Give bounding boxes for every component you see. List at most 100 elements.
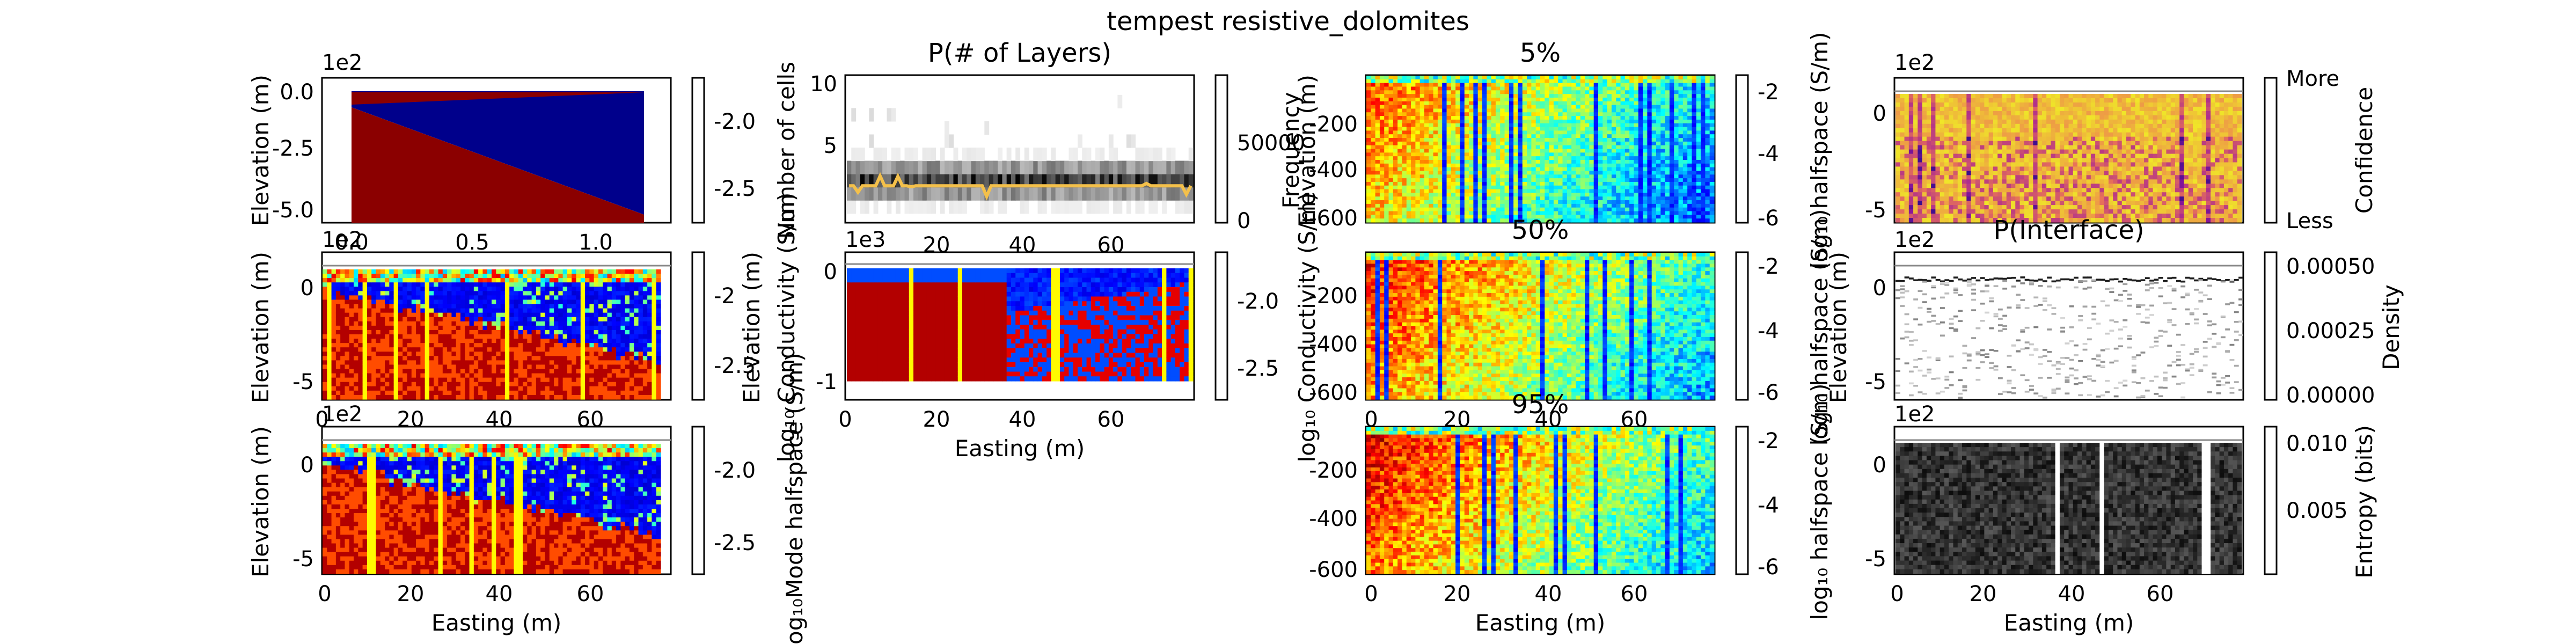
heatmap-cell bbox=[1558, 163, 1563, 168]
heatmap-cell bbox=[1935, 132, 1941, 137]
heatmap-cell bbox=[2055, 123, 2060, 129]
heatmap-cell bbox=[2051, 171, 2056, 175]
heatmap-cell bbox=[1406, 185, 1411, 190]
heatmap-cell bbox=[1660, 101, 1666, 106]
heatmap-cell bbox=[2011, 175, 2016, 180]
ytick-label: -5.0 bbox=[272, 198, 314, 223]
heatmap-cell bbox=[2059, 192, 2065, 197]
heatmap-cell bbox=[1393, 97, 1398, 102]
heatmap-cell bbox=[1647, 149, 1652, 153]
heatmap-cell bbox=[2015, 145, 2021, 150]
heatmap-cell bbox=[1393, 138, 1398, 142]
heatmap-cell bbox=[1926, 209, 1931, 214]
heatmap-cell bbox=[1598, 203, 1603, 208]
heatmap-cell bbox=[1491, 134, 1496, 138]
xtick-label: 20 bbox=[923, 233, 950, 258]
heatmap-cell bbox=[1482, 200, 1487, 204]
heatmap-cell bbox=[2086, 162, 2091, 167]
heatmap-cell bbox=[1935, 98, 1941, 103]
heatmap-cell bbox=[1500, 138, 1505, 142]
heatmap-cell bbox=[1674, 116, 1679, 120]
heatmap-cell bbox=[1957, 162, 1963, 167]
heatmap-cell bbox=[1375, 203, 1380, 208]
heatmap-cell bbox=[1513, 130, 1519, 135]
heatmap-cell bbox=[1660, 218, 1666, 223]
heatmap-cell bbox=[1971, 98, 1976, 103]
heatmap-cell bbox=[1593, 134, 1599, 138]
heatmap-cell bbox=[1153, 200, 1158, 214]
heatmap-cell bbox=[1033, 160, 1038, 174]
heatmap-cell bbox=[1705, 181, 1710, 186]
heatmap-cell bbox=[2011, 209, 2016, 214]
heatmap-cell bbox=[1540, 83, 1545, 87]
heatmap-cell bbox=[1482, 105, 1487, 109]
heatmap-cell bbox=[1624, 86, 1630, 91]
heatmap-cell bbox=[1602, 134, 1608, 138]
heatmap-cell bbox=[2086, 196, 2091, 201]
heatmap-cell bbox=[1549, 174, 1554, 179]
heatmap-cell bbox=[1384, 174, 1389, 179]
heatmap-cell bbox=[1553, 116, 1558, 120]
heatmap-cell bbox=[1429, 189, 1434, 193]
heatmap-cell bbox=[2046, 175, 2052, 180]
heatmap-cell bbox=[1455, 127, 1461, 131]
heatmap-cell bbox=[2041, 205, 2047, 210]
heatmap-cell bbox=[1620, 152, 1626, 157]
heatmap-cell bbox=[1406, 152, 1411, 157]
heatmap-cell bbox=[1371, 112, 1376, 116]
heatmap-cell bbox=[1602, 116, 1608, 120]
heatmap-cell bbox=[1598, 185, 1603, 190]
heatmap-cell bbox=[2002, 166, 2007, 171]
heatmap-cell bbox=[2002, 98, 2007, 103]
heatmap-cell bbox=[1957, 188, 1963, 193]
heatmap-cell bbox=[1993, 209, 1998, 214]
heatmap-cell bbox=[1540, 141, 1545, 146]
heatmap-cell bbox=[1988, 145, 1994, 150]
heatmap-cell bbox=[1464, 97, 1469, 102]
heatmap-cell bbox=[1531, 189, 1536, 193]
heatmap-cell bbox=[1944, 192, 1949, 197]
heatmap-cell bbox=[2064, 184, 2069, 188]
heatmap-cell bbox=[1997, 98, 2003, 103]
heatmap-cell bbox=[1966, 214, 1972, 218]
heatmap-cell bbox=[2055, 141, 2060, 146]
heatmap-cell bbox=[1580, 167, 1585, 172]
heatmap-cell bbox=[2113, 94, 2118, 99]
heatmap-cell bbox=[1157, 148, 1162, 162]
heatmap-cell bbox=[1922, 218, 1927, 223]
heatmap-cell bbox=[1940, 102, 1945, 107]
heatmap-cell bbox=[1580, 211, 1585, 215]
heatmap-cell bbox=[1949, 111, 1954, 116]
heatmap-cell bbox=[2104, 94, 2109, 99]
heatmap-cell bbox=[1949, 98, 1954, 103]
heatmap-cell bbox=[1500, 141, 1505, 146]
heatmap-cell bbox=[2090, 136, 2096, 142]
heatmap-cell bbox=[2077, 162, 2082, 167]
heatmap-cell bbox=[2055, 145, 2060, 150]
heatmap-cell bbox=[1388, 211, 1394, 215]
heatmap-cell bbox=[1375, 167, 1380, 172]
heatmap-cell bbox=[1527, 200, 1532, 204]
heatmap-cell bbox=[1993, 201, 1998, 206]
heatmap-cell bbox=[1665, 119, 1670, 124]
heatmap-cell bbox=[1393, 174, 1398, 179]
heatmap-cell bbox=[1647, 105, 1652, 109]
heatmap-cell bbox=[1678, 90, 1684, 94]
heatmap-cell bbox=[1665, 134, 1670, 138]
heatmap-cell bbox=[2006, 184, 2011, 188]
heatmap-cell bbox=[1073, 148, 1078, 162]
heatmap-cell bbox=[1460, 163, 1465, 168]
heatmap-cell bbox=[1687, 149, 1693, 153]
heatmap-cell bbox=[2068, 171, 2074, 175]
heatmap-cell bbox=[1949, 153, 1954, 159]
heatmap-cell bbox=[1705, 174, 1710, 179]
heatmap-cell bbox=[1580, 86, 1585, 91]
heatmap-cell bbox=[1522, 152, 1527, 157]
heatmap-cell bbox=[1491, 79, 1496, 84]
heatmap-cell bbox=[1397, 79, 1403, 84]
heatmap-cell bbox=[2029, 218, 2033, 223]
heatmap-cell bbox=[2037, 166, 2043, 171]
heatmap-cell bbox=[1446, 76, 1452, 80]
heatmap-cell bbox=[1491, 119, 1496, 124]
heatmap-cell bbox=[2011, 171, 2016, 175]
